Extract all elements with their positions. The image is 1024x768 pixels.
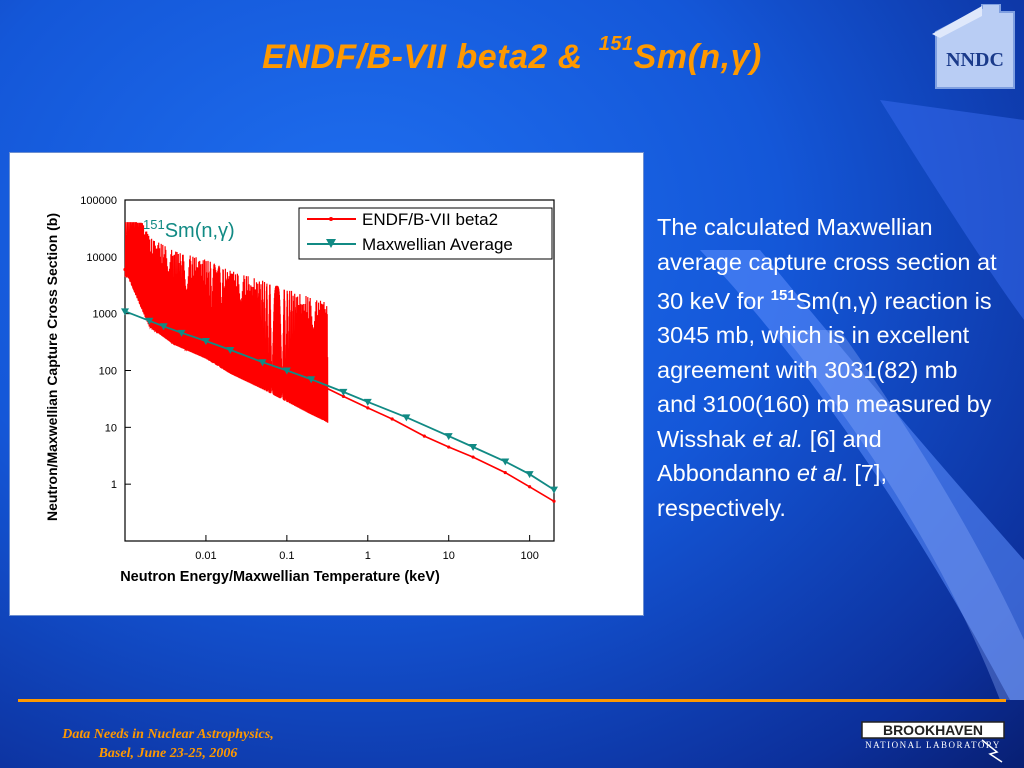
endf-point (528, 485, 532, 489)
x-tick-label: 100 (520, 550, 538, 562)
reaction-formula: 151Sm(n,γ) (770, 287, 878, 314)
endf-point (204, 343, 208, 347)
brookhaven-logo: BROOKHAVEN NATIONAL LABORATORY (861, 721, 1005, 763)
y-tick-label: 100 (99, 366, 117, 378)
plot-annotation: 151Sm(n,γ) (143, 217, 235, 242)
maxwellian-point (501, 458, 510, 466)
endf-point (123, 267, 127, 272)
endf-resonance-curve (124, 222, 329, 423)
cross-section-plot: 1 10 100 1000 10000 100000 0.01 0.1 1 10 100 Neut… (9, 152, 644, 616)
maxwellian-point (444, 433, 453, 441)
y-tick-label: 100000 (80, 195, 117, 207)
maxwellian-point (177, 329, 186, 337)
maxwellian-point (145, 317, 154, 325)
endf-point (471, 455, 475, 459)
maxwellian-point (282, 367, 291, 375)
endf-point (285, 372, 289, 377)
maxwellian-point (402, 414, 411, 422)
nndc-logo: NNDC (932, 4, 1015, 89)
maxwellian-point (307, 376, 316, 384)
x-tick-label: 0.01 (195, 550, 216, 562)
footer-text: Data Needs in Nuclear Astrophysics, Base… (62, 727, 274, 761)
endf-point (390, 417, 394, 421)
maxwellian-point (525, 471, 534, 479)
y-tick-label: 10000 (86, 252, 117, 264)
x-axis-label: Neutron Energy/Maxwellian Temperature (k… (120, 569, 440, 585)
endf-point (341, 394, 346, 399)
endf-point (447, 445, 451, 449)
legend-maxwellian-label: Maxwellian Average (362, 235, 513, 254)
chart-svg: 1 10 100 1000 10000 100000 0.01 0.1 1 10 100 Neut… (44, 195, 558, 585)
maxwellian-point (550, 486, 558, 494)
house-icon (932, 4, 1015, 89)
endf-point (228, 354, 232, 358)
nndc-logo-text: NNDC (946, 49, 1004, 71)
endf-point (366, 406, 370, 410)
y-tick-label: 1000 (93, 309, 117, 321)
maxwellian-point (226, 346, 235, 354)
title-isotope-superscript: 151 (598, 32, 634, 55)
endf-point (503, 470, 507, 475)
x-tick-label: 10 (443, 550, 455, 562)
endf-point (323, 386, 328, 390)
bnl-subtitle: NATIONAL LABORATORY (865, 740, 1001, 750)
maxwellian-point (201, 338, 210, 346)
maxwellian-point (339, 388, 348, 396)
legend-box (298, 207, 553, 260)
maxwellian-point (159, 323, 168, 331)
endf-point (172, 334, 176, 338)
maxwellian-point (469, 444, 478, 452)
maxwellian-point (363, 398, 372, 406)
slide-title: ENDF/B-VII beta2 & 151Sm(n,γ) (262, 32, 762, 76)
maxwellian-point (258, 359, 267, 367)
x-tick-label: 1 (365, 550, 371, 562)
bnl-name: BROOKHAVEN (883, 722, 983, 738)
maxwellian-point (121, 308, 129, 316)
footer-divider (18, 699, 1006, 702)
description-text: The calculated Maxwellian average captur… (657, 214, 997, 521)
y-tick-label: 1 (111, 479, 117, 491)
y-tick-label: 10 (105, 422, 117, 434)
legend-endf-label: ENDF/B-VII beta2 (362, 210, 498, 229)
legend: ENDF/B-VII beta2 Maxwellian Average (298, 207, 553, 260)
endf-point (552, 499, 556, 503)
endf-point (422, 434, 426, 438)
x-tick-label: 0.1 (279, 550, 294, 562)
endf-smooth-curve (325, 386, 555, 502)
y-axis-label: Neutron/Maxwellian Capture Cross Section… (44, 213, 60, 521)
